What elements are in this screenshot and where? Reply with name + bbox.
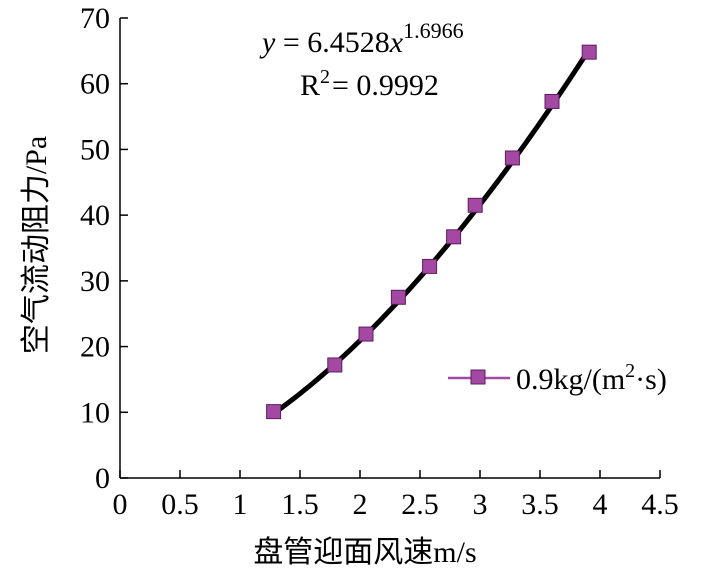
equation-y: y	[259, 26, 276, 59]
y-tick-label: 70	[80, 2, 110, 35]
legend: 0.9kg/(m2·s)	[448, 360, 667, 396]
y-tick-label: 60	[80, 68, 110, 101]
trendline	[271, 46, 592, 417]
legend-marker	[470, 369, 486, 385]
y-axis-ticks: 0 10 20 30 40 50 60 70	[80, 2, 128, 495]
y-tick-label: 30	[80, 265, 110, 298]
legend-label-sup: 2	[625, 360, 635, 382]
r2-base: R	[300, 69, 320, 102]
y-tick-label: 0	[95, 462, 110, 495]
x-tick-label: 0	[113, 488, 128, 521]
y-axis-title: 空气流动阻力/Pa	[20, 136, 53, 354]
r2-sup: 2	[320, 66, 330, 88]
x-axis-ticks: 0 0.5 1 1.5 2 2.5 3 3.5 4 4.5	[113, 470, 679, 521]
x-tick-label: 4	[593, 488, 608, 521]
data-point-marker	[581, 44, 597, 60]
data-point-marker	[358, 326, 374, 342]
x-tick-label: 3.5	[521, 488, 559, 521]
x-tick-label: 1.5	[281, 488, 319, 521]
data-point-marker	[504, 150, 520, 166]
legend-label-end: ·s)	[635, 363, 667, 396]
x-tick-label: 4.5	[641, 488, 679, 521]
x-tick-label: 0.5	[161, 488, 199, 521]
x-tick-label: 1	[233, 488, 248, 521]
r-squared-annotation: R2= 0.9992	[300, 66, 439, 102]
y-tick-label: 40	[80, 199, 110, 232]
y-tick-label: 50	[80, 133, 110, 166]
legend-label: 0.9kg/(m2·s)	[516, 360, 667, 396]
x-tick-label: 2	[353, 488, 368, 521]
data-point-marker	[266, 404, 282, 420]
equation-x: x	[389, 26, 404, 59]
r2-value: = 0.9992	[332, 69, 439, 102]
y-tick-label: 20	[80, 331, 110, 364]
equation-annotation: y = 6.4528x1.6966	[259, 18, 464, 59]
equation-coef: = 6.4528	[275, 26, 389, 59]
legend-label-main: 0.9kg/(m	[516, 363, 625, 396]
x-tick-label: 2.5	[401, 488, 439, 521]
data-points	[266, 44, 597, 420]
data-point-marker	[390, 289, 406, 305]
data-point-marker	[446, 229, 462, 245]
data-point-marker	[327, 357, 343, 373]
data-point-marker	[544, 93, 560, 109]
equation-exponent: 1.6966	[403, 18, 464, 43]
x-axis-title: 盘管迎面风速m/s	[253, 536, 476, 569]
data-point-marker	[422, 258, 438, 274]
x-tick-label: 3	[473, 488, 488, 521]
data-point-marker	[467, 197, 483, 213]
y-tick-label: 10	[80, 396, 110, 429]
